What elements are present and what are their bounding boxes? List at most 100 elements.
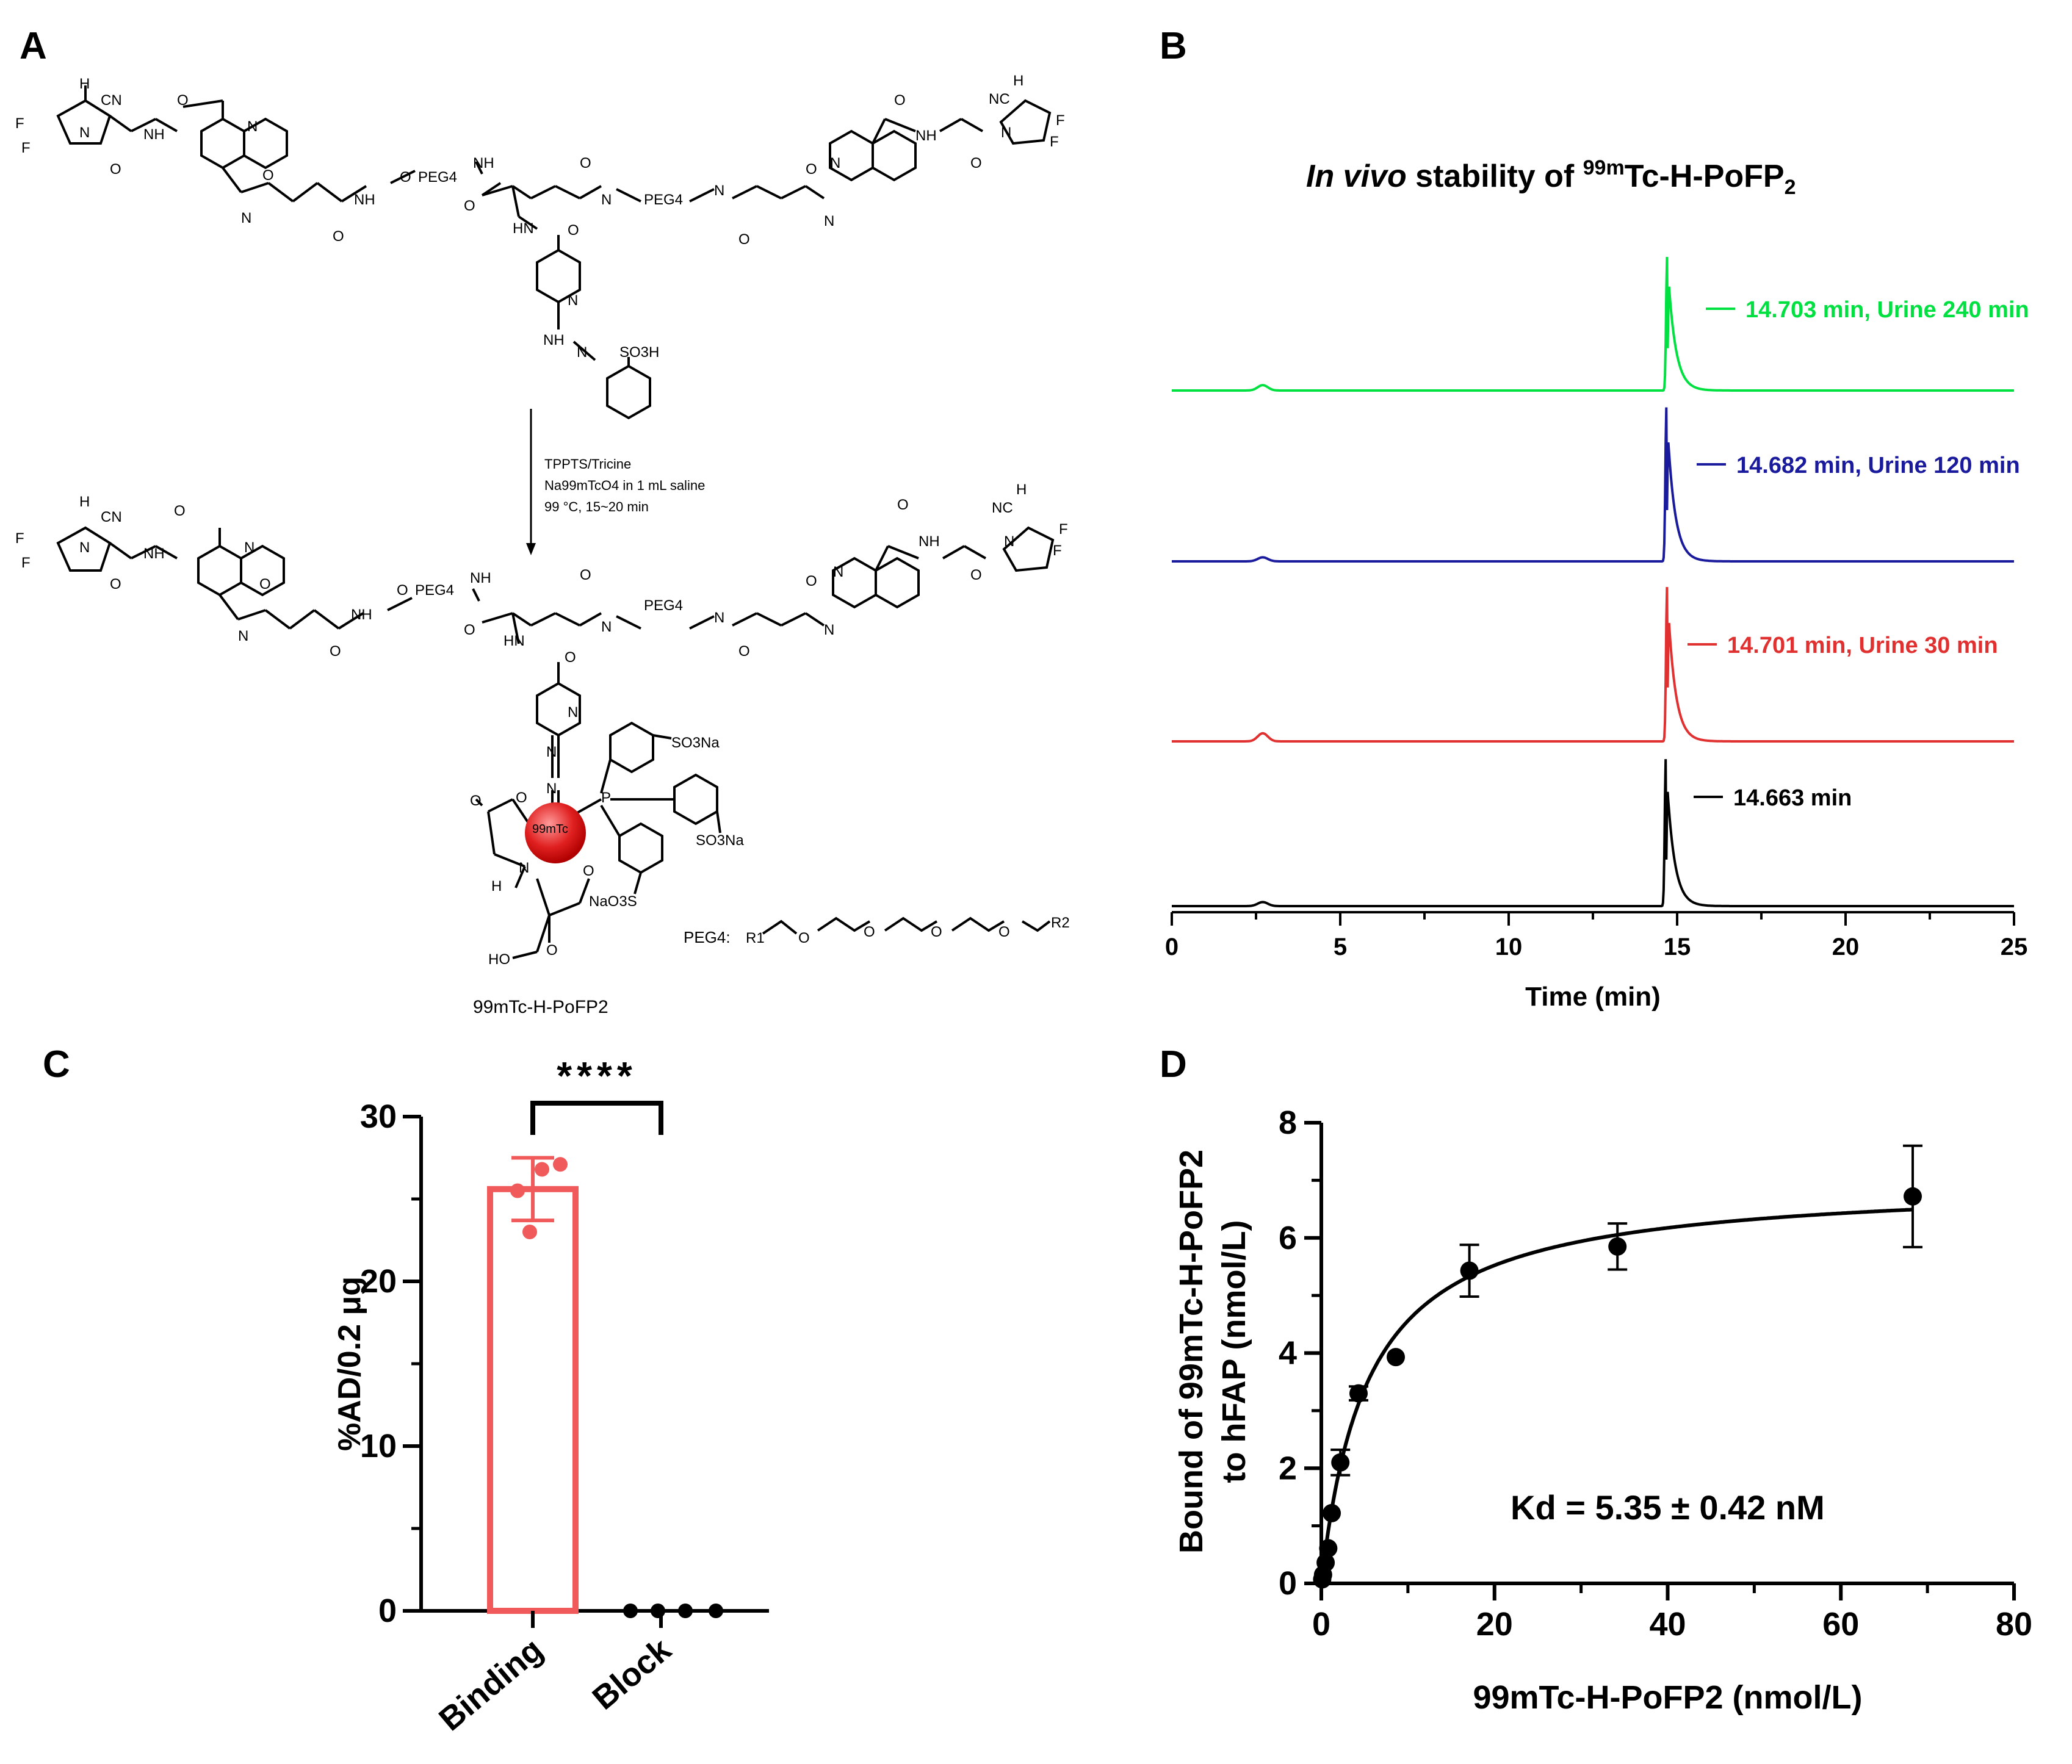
x-tick-label: 10 bbox=[1495, 934, 1523, 960]
y-axis-label-line2: to hFAP (nmol/L) bbox=[1216, 1220, 1252, 1483]
svg-text:O: O bbox=[259, 576, 271, 592]
svg-text:Na99mTcO4 in 1 mL saline: Na99mTcO4 in 1 mL saline bbox=[544, 478, 705, 493]
svg-text:HN: HN bbox=[513, 220, 534, 237]
panel-b: B In vivo stability of 99mTc-H-PoFP2 0 5 1… bbox=[1160, 25, 2029, 1012]
svg-text:NaO3S: NaO3S bbox=[589, 893, 637, 910]
svg-text:O: O bbox=[177, 92, 189, 109]
chromatogram-traces: 14.703 min, Urine 240 min 14.682 min, Uri… bbox=[1172, 257, 2029, 907]
svg-text:99 °C, 15~20 min: 99 °C, 15~20 min bbox=[544, 499, 649, 514]
kd-annotation: Kd = 5.35 ± 0.42 nM bbox=[1511, 1488, 1825, 1527]
panel-a-label: A bbox=[20, 25, 47, 67]
svg-text:N: N bbox=[247, 118, 258, 135]
x-tick-label: 20 bbox=[1476, 1606, 1513, 1643]
svg-text:H: H bbox=[79, 76, 90, 92]
y-tick-label: 10 bbox=[360, 1428, 397, 1464]
significance-stars: **** bbox=[557, 1054, 637, 1098]
svg-text:O: O bbox=[738, 643, 750, 660]
legend-label-0: 14.703 min, Urine 240 min bbox=[1745, 297, 2029, 323]
y-tick-label: 8 bbox=[1279, 1104, 1297, 1141]
x-tick-label: 20 bbox=[1832, 934, 1860, 960]
panel-b-label: B bbox=[1160, 25, 1187, 67]
svg-text:O: O bbox=[970, 155, 982, 171]
chromatogram-x-axis: 0 5 10 15 20 25 bbox=[1165, 911, 2028, 960]
x-tick-label: 25 bbox=[2001, 934, 2028, 960]
svg-text:N: N bbox=[241, 210, 251, 226]
data-point bbox=[1387, 1348, 1406, 1367]
y-axis-label: %AD/0.2 μg bbox=[332, 1276, 367, 1451]
svg-text:N: N bbox=[238, 628, 248, 644]
left-quinoline-ring-a bbox=[200, 117, 245, 170]
svg-text:PEG4: PEG4 bbox=[644, 192, 683, 208]
svg-text:H: H bbox=[491, 878, 502, 895]
svg-text:O: O bbox=[806, 161, 817, 178]
svg-text:NH: NH bbox=[915, 128, 937, 144]
svg-text:N: N bbox=[79, 124, 90, 141]
right-quinoline-ring-b bbox=[872, 129, 917, 182]
svg-text:O: O bbox=[330, 643, 341, 660]
svg-text:O: O bbox=[546, 942, 558, 959]
svg-text:O: O bbox=[894, 92, 906, 109]
reaction-arrow bbox=[526, 409, 536, 555]
svg-text:NH: NH bbox=[143, 545, 165, 562]
svg-text:O: O bbox=[470, 793, 482, 809]
y-axis-label-line1: Bound of 99mTc-H-PoFP2 bbox=[1173, 1150, 1210, 1553]
svg-text:O: O bbox=[400, 169, 411, 185]
svg-text:PEG4: PEG4 bbox=[418, 169, 457, 185]
svg-text:O: O bbox=[798, 930, 810, 946]
svg-text:O: O bbox=[397, 582, 408, 599]
svg-text:O: O bbox=[580, 155, 591, 171]
svg-text:O: O bbox=[738, 231, 750, 248]
svg-text:N: N bbox=[601, 192, 612, 208]
svg-text:R1: R1 bbox=[746, 930, 765, 946]
svg-text:N: N bbox=[568, 704, 578, 721]
y-tick-label: 0 bbox=[378, 1593, 397, 1629]
svg-text:R2: R2 bbox=[1051, 915, 1070, 931]
data-point bbox=[678, 1604, 693, 1618]
svg-text:O: O bbox=[333, 228, 344, 245]
svg-text:N: N bbox=[833, 564, 843, 580]
svg-text:NH: NH bbox=[470, 570, 491, 586]
y-tick-label: 4 bbox=[1279, 1335, 1297, 1372]
technetium-sphere bbox=[525, 802, 586, 863]
significance-bracket bbox=[530, 1101, 663, 1135]
trace-line-0 bbox=[1172, 257, 2014, 392]
y-tick-label: 0 bbox=[1279, 1565, 1297, 1602]
data-point bbox=[1323, 1503, 1341, 1522]
category-label-binding: Binding bbox=[432, 1631, 550, 1738]
svg-text:PEG4: PEG4 bbox=[644, 597, 683, 614]
svg-text:NH: NH bbox=[143, 126, 165, 143]
svg-text:O: O bbox=[864, 924, 875, 940]
x-tick-label: 60 bbox=[1822, 1606, 1859, 1643]
legend-label-2: 14.701 min, Urine 30 min bbox=[1727, 633, 1998, 658]
y-tick-label: 30 bbox=[360, 1098, 397, 1135]
data-point bbox=[709, 1604, 723, 1618]
y-tick-label: 6 bbox=[1279, 1220, 1297, 1256]
data-point bbox=[1608, 1237, 1627, 1256]
svg-text:PEG4: PEG4 bbox=[415, 582, 454, 599]
svg-text:N: N bbox=[546, 780, 557, 797]
reaction-conditions: TPPTS/Tricine Na99mTcO4 in 1 mL saline 9… bbox=[544, 456, 705, 514]
benzaldehyde-ring bbox=[606, 364, 651, 420]
svg-text:O: O bbox=[970, 567, 982, 583]
svg-text:N: N bbox=[244, 539, 254, 556]
svg-text:O: O bbox=[931, 924, 942, 940]
trace-line-1 bbox=[1172, 407, 2014, 563]
svg-text:N: N bbox=[79, 539, 90, 556]
svg-text:N: N bbox=[714, 182, 724, 199]
bar-binding bbox=[487, 1186, 579, 1615]
data-point bbox=[1349, 1384, 1368, 1403]
svg-text:PEG4:: PEG4: bbox=[684, 928, 731, 946]
svg-text:N: N bbox=[519, 860, 529, 876]
svg-text:N: N bbox=[601, 619, 612, 635]
svg-text:O: O bbox=[897, 497, 909, 513]
svg-text:TPPTS/Tricine: TPPTS/Tricine bbox=[544, 456, 631, 472]
svg-text:F: F bbox=[21, 555, 31, 571]
svg-text:H: H bbox=[1016, 481, 1027, 498]
left-pyrrolidine-ring bbox=[56, 99, 112, 145]
svg-text:N: N bbox=[824, 622, 834, 638]
svg-text:SO3H: SO3H bbox=[619, 344, 659, 361]
svg-text:F: F bbox=[1050, 134, 1059, 150]
data-point bbox=[651, 1604, 665, 1618]
panel-a: A bbox=[15, 25, 1070, 1017]
